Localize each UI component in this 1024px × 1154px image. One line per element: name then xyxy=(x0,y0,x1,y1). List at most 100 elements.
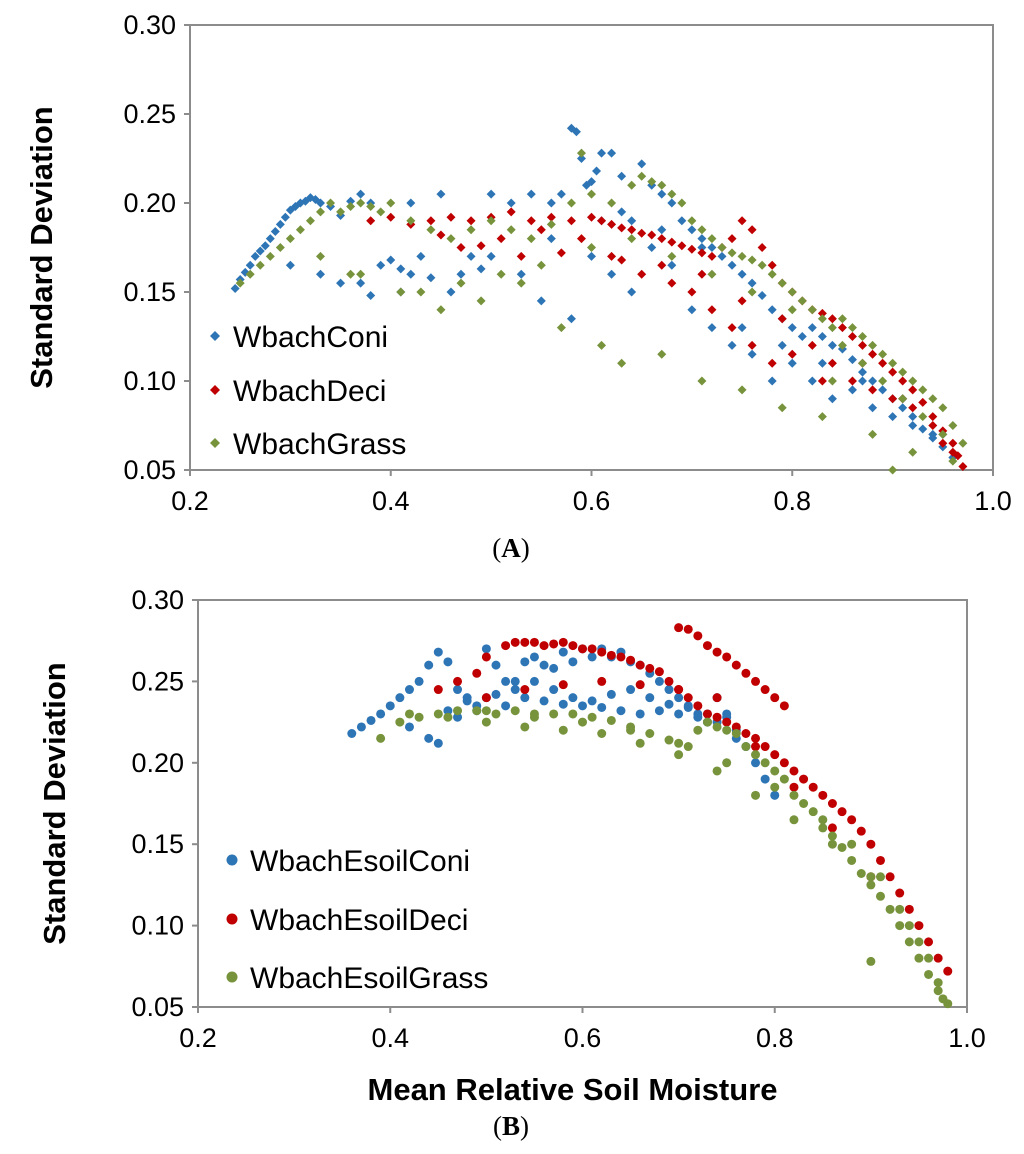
data-point xyxy=(616,652,626,662)
data-point xyxy=(647,243,657,252)
data-point xyxy=(657,234,667,244)
data-point xyxy=(697,243,707,252)
data-point xyxy=(898,403,908,413)
data-point xyxy=(529,652,539,662)
data-point xyxy=(827,340,837,350)
data-point xyxy=(336,278,346,288)
data-point xyxy=(607,148,617,158)
data-point xyxy=(767,305,777,315)
data-point xyxy=(712,647,722,657)
data-point xyxy=(677,216,687,226)
data-point xyxy=(536,296,546,306)
y-tick-label: 0.05 xyxy=(131,992,184,1022)
data-point xyxy=(578,717,587,727)
data-point xyxy=(747,287,757,297)
data-point xyxy=(443,712,453,722)
data-point xyxy=(807,305,817,315)
y-tick-label: 0.30 xyxy=(123,10,176,40)
data-point xyxy=(529,712,539,722)
data-point xyxy=(933,978,943,988)
data-point xyxy=(443,657,453,667)
data-point xyxy=(693,725,703,735)
panel-label: (A) xyxy=(492,533,530,563)
data-point xyxy=(549,685,559,695)
data-point xyxy=(837,323,847,333)
data-point xyxy=(395,693,405,703)
data-point xyxy=(627,234,637,244)
legend-label: WbachConi xyxy=(233,321,388,354)
data-point xyxy=(654,667,664,677)
series-WbachEsoilConi xyxy=(347,644,780,800)
x-tick-label: 0.8 xyxy=(756,1023,794,1053)
data-point xyxy=(481,644,491,654)
x-tick-label: 0.4 xyxy=(372,486,410,516)
data-point xyxy=(506,198,516,208)
data-point xyxy=(770,766,780,776)
data-point xyxy=(626,655,636,665)
data-point xyxy=(406,269,416,279)
data-point xyxy=(924,937,934,947)
data-point xyxy=(777,314,787,324)
data-point xyxy=(928,394,938,404)
data-point xyxy=(751,750,761,760)
data-point xyxy=(918,412,928,422)
data-point xyxy=(866,956,876,966)
data-point xyxy=(667,278,677,288)
data-point xyxy=(556,248,566,258)
data-point xyxy=(677,241,687,251)
data-point xyxy=(664,699,674,709)
data-point xyxy=(426,273,436,283)
data-point xyxy=(868,340,878,350)
data-point xyxy=(958,438,968,448)
data-point xyxy=(895,904,905,914)
data-point xyxy=(751,790,761,800)
data-point xyxy=(295,225,305,235)
data-point xyxy=(255,246,265,256)
data-point xyxy=(546,234,556,244)
data-point xyxy=(747,340,757,350)
data-point xyxy=(556,323,566,333)
data-point xyxy=(789,815,799,825)
data-point xyxy=(895,888,905,898)
data-point xyxy=(807,323,817,333)
data-point xyxy=(908,385,918,395)
data-point xyxy=(645,728,655,738)
data-point xyxy=(727,323,737,333)
data-point xyxy=(875,855,885,865)
data-point xyxy=(924,969,934,979)
data-point xyxy=(245,269,255,279)
x-tick-label: 0.6 xyxy=(573,486,611,516)
data-point xyxy=(751,742,761,752)
data-point xyxy=(737,216,747,226)
data-point xyxy=(385,701,395,711)
data-point xyxy=(597,148,607,158)
data-point xyxy=(837,340,847,350)
data-point xyxy=(510,676,520,686)
data-point xyxy=(683,742,693,752)
data-point xyxy=(568,657,578,667)
data-point xyxy=(760,685,770,695)
data-point xyxy=(789,766,799,776)
data-point xyxy=(446,287,456,297)
data-point xyxy=(898,376,908,386)
data-point xyxy=(664,685,674,695)
data-point xyxy=(712,712,722,722)
data-point xyxy=(737,385,747,395)
data-point xyxy=(797,332,807,341)
data-point xyxy=(436,189,446,199)
data-point xyxy=(767,260,777,270)
y-axis-title: Standard Deviation xyxy=(24,106,59,389)
data-point xyxy=(587,652,597,662)
data-point xyxy=(827,839,837,849)
data-point xyxy=(928,429,938,439)
x-tick-label: 1.0 xyxy=(974,486,1012,516)
data-point xyxy=(635,738,645,748)
data-point xyxy=(737,296,747,306)
data-point xyxy=(616,706,626,716)
data-point xyxy=(683,624,693,634)
data-point xyxy=(558,647,568,657)
data-point xyxy=(779,774,789,784)
data-point xyxy=(406,198,416,208)
legend-marker xyxy=(226,913,238,925)
data-point xyxy=(486,251,496,261)
